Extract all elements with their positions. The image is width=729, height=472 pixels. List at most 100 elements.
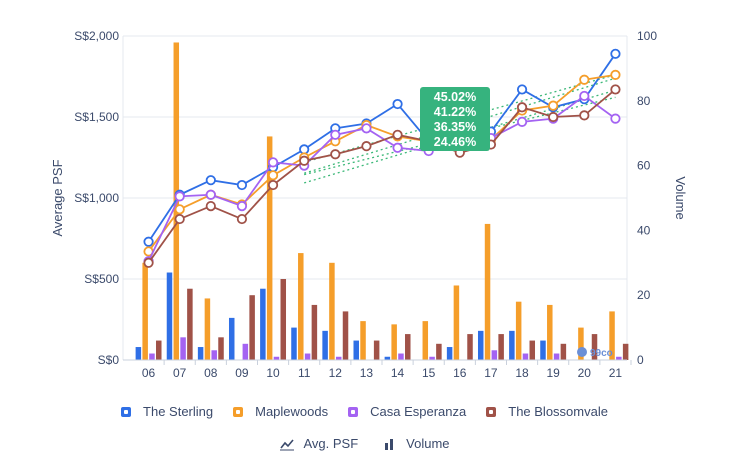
volume-bar xyxy=(342,311,349,360)
psf-point xyxy=(610,113,621,124)
psf-point xyxy=(236,201,248,212)
volume-bar xyxy=(509,330,515,360)
y-left-axis-title: Average PSF xyxy=(50,159,65,236)
volume-bar xyxy=(391,324,397,360)
volume-bar xyxy=(180,337,186,360)
volume-bar xyxy=(477,330,484,360)
psf-point xyxy=(299,144,310,155)
psf-point xyxy=(610,84,621,95)
psf-point xyxy=(330,129,341,140)
psf-point xyxy=(392,142,403,153)
volume-bar xyxy=(529,340,536,360)
psf-line xyxy=(147,53,617,243)
volume-bar xyxy=(405,334,411,360)
volume-bar xyxy=(187,288,193,360)
y-right-tick-label: 20 xyxy=(637,288,651,302)
y-left-tick-label: S$1,500 xyxy=(74,110,119,124)
legend-item[interactable]: The Sterling xyxy=(121,404,213,419)
volume-bar xyxy=(467,334,473,360)
psf-line xyxy=(147,88,617,264)
volume-bar xyxy=(578,327,584,360)
y-right-axis-title: Volume xyxy=(673,176,688,219)
legend-swatch-icon xyxy=(486,406,497,417)
psf-point xyxy=(361,123,372,134)
psf-point xyxy=(392,98,403,110)
volume-bar xyxy=(422,321,429,360)
mode-toggle: Avg. PSF Volume xyxy=(0,436,729,451)
legend: The Sterling Maplewoods Casa Esperanza The … xyxy=(0,404,729,419)
x-tick-label: 06 xyxy=(142,366,156,380)
legend-swatch-icon xyxy=(233,406,244,417)
psf-point xyxy=(548,100,559,111)
legend-item[interactable]: The Blossomvale xyxy=(486,404,608,419)
psf-lines xyxy=(143,48,621,268)
psf-point xyxy=(610,48,621,59)
psf-point xyxy=(174,191,185,202)
volume-bar xyxy=(266,136,273,360)
callout-value: 45.02% xyxy=(434,90,476,104)
watermark: 99co xyxy=(577,347,613,359)
volume-bar xyxy=(491,350,498,360)
psf-point xyxy=(299,155,310,166)
volume-bar xyxy=(273,356,280,360)
volume-bar xyxy=(553,353,560,360)
volume-bar xyxy=(156,340,162,360)
volume-bar xyxy=(547,304,553,360)
x-tick-label: 08 xyxy=(204,366,218,380)
legend-swatch-icon xyxy=(348,406,359,417)
psf-point xyxy=(516,102,528,113)
legend-item[interactable]: Maplewoods xyxy=(233,404,328,419)
psf-point xyxy=(516,84,528,95)
volume-bar xyxy=(540,340,546,360)
y-right-tick-label: 60 xyxy=(637,159,651,173)
growth-callout: 45.02%41.22%36.35%24.46% xyxy=(420,87,490,151)
volume-bar xyxy=(228,317,235,360)
volume-bar xyxy=(446,347,453,360)
psf-point xyxy=(267,179,279,191)
y-left-tick-label: S$500 xyxy=(84,272,119,286)
x-tick-label: 15 xyxy=(422,366,436,380)
mode-toggle-item[interactable]: Volume xyxy=(382,436,450,451)
volume-bar xyxy=(304,353,311,360)
y-right-tick-label: 80 xyxy=(637,94,651,108)
x-tick-label: 17 xyxy=(484,366,498,380)
watermark-pin-icon xyxy=(577,347,587,357)
trend-line xyxy=(303,77,616,174)
psf-point xyxy=(267,170,279,181)
volume-bar xyxy=(522,353,529,360)
legend-item[interactable]: Casa Esperanza xyxy=(348,404,466,419)
volume-bar xyxy=(218,337,224,360)
volume-bar xyxy=(498,334,504,360)
psf-point xyxy=(548,111,559,123)
y-left-tick-label: S$2,000 xyxy=(74,29,119,43)
y-left-tick-label: S$1,000 xyxy=(74,191,119,205)
callout-value: 36.35% xyxy=(434,120,476,134)
psf-point xyxy=(392,129,403,140)
x-tick-label: 21 xyxy=(609,366,623,380)
x-tick-label: 11 xyxy=(298,366,311,380)
x-tick-label: 13 xyxy=(360,366,374,380)
volume-bar xyxy=(560,343,567,360)
volume-bar xyxy=(211,350,217,360)
psf-point xyxy=(330,149,341,160)
x-tick-label: 10 xyxy=(266,366,280,380)
psf-line xyxy=(147,94,616,262)
legend-label: The Sterling xyxy=(143,404,214,419)
volume-bar xyxy=(622,343,629,360)
psf-point xyxy=(267,157,279,168)
volume-bar xyxy=(311,304,318,360)
volume-bar xyxy=(260,288,266,360)
volume-bar xyxy=(515,301,522,360)
mode-toggle-item[interactable]: Avg. PSF xyxy=(279,436,358,451)
volume-bar xyxy=(142,262,148,360)
legend-swatch-icon xyxy=(121,406,132,417)
volume-bar xyxy=(616,356,622,360)
volume-bar xyxy=(280,279,287,360)
psf-point xyxy=(516,116,528,127)
line-chart-icon xyxy=(279,437,295,451)
volume-bar xyxy=(373,340,380,360)
x-tick-label: 16 xyxy=(453,366,467,380)
psf-line xyxy=(147,73,616,252)
volume-bar xyxy=(166,272,173,360)
